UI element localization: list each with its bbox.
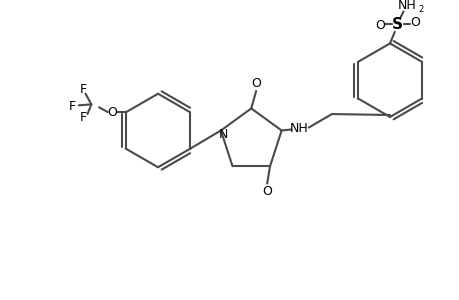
Text: NH: NH: [397, 0, 416, 12]
Text: F: F: [80, 111, 87, 124]
Text: 2: 2: [417, 5, 423, 14]
Text: O: O: [262, 185, 271, 198]
Text: F: F: [68, 100, 75, 113]
Text: NH: NH: [289, 122, 308, 135]
Text: O: O: [251, 77, 261, 90]
Text: F: F: [80, 83, 87, 96]
Text: O: O: [409, 16, 419, 28]
Text: N: N: [218, 128, 228, 141]
Text: O: O: [375, 20, 385, 32]
Text: O: O: [107, 106, 118, 118]
Text: S: S: [392, 16, 403, 32]
